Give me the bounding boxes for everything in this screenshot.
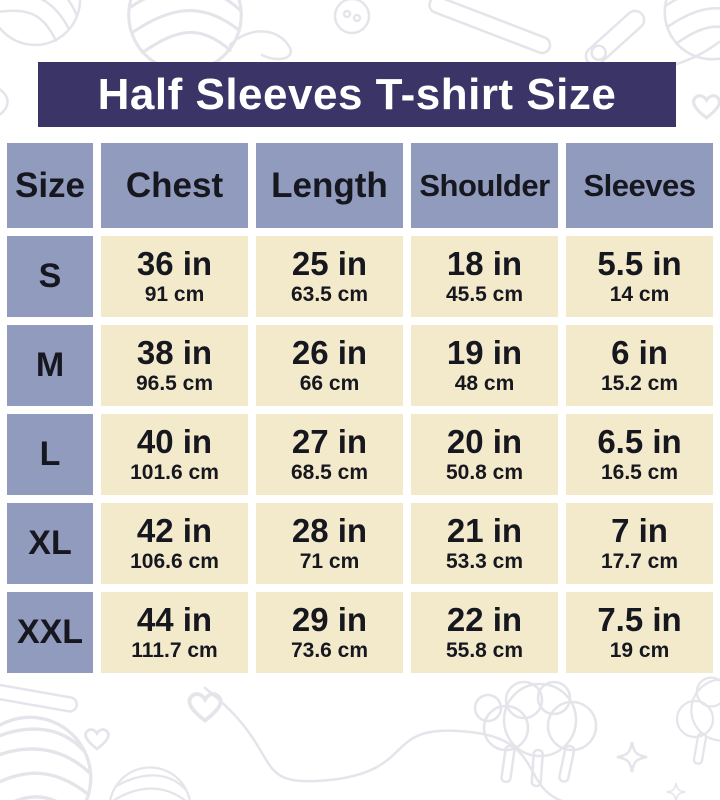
value-inches: 20 in xyxy=(446,423,523,461)
measurement-cell: 44 in 111.7 cm xyxy=(101,592,248,673)
measurement-cell: 26 in 66 cm xyxy=(256,325,403,406)
value-inches: 7 in xyxy=(611,512,668,550)
value-inches: 42 in xyxy=(136,512,213,550)
knitting-needle-icon xyxy=(428,0,552,55)
value-cm: 19 cm xyxy=(609,638,670,662)
measurement-cell: 42 in 106.6 cm xyxy=(101,503,248,584)
value-inches: 40 in xyxy=(136,423,213,461)
value-cm: 45.5 cm xyxy=(445,282,524,306)
measurement-cell: 22 in 55.8 cm xyxy=(411,592,558,673)
yarn-ball-icon xyxy=(127,0,243,73)
value-cm: 14 cm xyxy=(609,282,670,306)
row-label-l: L xyxy=(7,414,93,495)
value-cm: 101.6 cm xyxy=(130,460,219,484)
value-cm: 91 cm xyxy=(144,282,205,306)
heart-icon xyxy=(691,94,720,120)
value-inches: 19 in xyxy=(446,334,523,372)
button-icon xyxy=(333,0,371,35)
measurement-cell: 7 in 17.7 cm xyxy=(566,503,713,584)
measurement-cell: 36 in 91 cm xyxy=(101,236,248,317)
sheep-icon xyxy=(675,676,720,765)
measurement-cell: 21 in 53.3 cm xyxy=(411,503,558,584)
yarn-ball-icon xyxy=(108,766,192,800)
value-cm: 106.6 cm xyxy=(130,549,219,573)
value-inches: 44 in xyxy=(136,601,213,639)
safety-pin-icon xyxy=(584,9,646,67)
row-label-s: S xyxy=(7,236,93,317)
value-cm: 66 cm xyxy=(299,371,360,395)
value-cm: 55.8 cm xyxy=(445,638,524,662)
column-header-size: Size xyxy=(7,143,93,228)
value-inches: 6.5 in xyxy=(597,423,682,461)
value-inches: 38 in xyxy=(136,334,213,372)
sparkle-icon xyxy=(666,782,686,800)
measurement-cell: 5.5 in 14 cm xyxy=(566,236,713,317)
column-header-shoulder: Shoulder xyxy=(411,143,558,228)
value-cm: 17.7 cm xyxy=(600,549,679,573)
measurement-cell: 28 in 71 cm xyxy=(256,503,403,584)
measurement-cell: 7.5 in 19 cm xyxy=(566,592,713,673)
measurement-cell: 18 in 45.5 cm xyxy=(411,236,558,317)
value-inches: 36 in xyxy=(136,245,213,283)
size-table: Size Chest Length Shoulder Sleeves S 36 … xyxy=(7,143,713,673)
column-header-chest: Chest xyxy=(101,143,248,228)
value-inches: 7.5 in xyxy=(597,601,682,639)
measurement-cell: 27 in 68.5 cm xyxy=(256,414,403,495)
measurement-cell: 40 in 101.6 cm xyxy=(101,414,248,495)
value-cm: 96.5 cm xyxy=(135,371,214,395)
value-cm: 68.5 cm xyxy=(290,460,369,484)
page-title: Half Sleeves T-shirt Size xyxy=(97,69,617,119)
value-cm: 63.5 cm xyxy=(290,282,369,306)
value-cm: 50.8 cm xyxy=(445,460,524,484)
value-inches: 25 in xyxy=(291,245,368,283)
value-inches: 21 in xyxy=(446,512,523,550)
sparkle-icon xyxy=(615,740,649,774)
measurement-cell: 20 in 50.8 cm xyxy=(411,414,558,495)
value-inches: 29 in xyxy=(291,601,368,639)
measurement-cell: 19 in 48 cm xyxy=(411,325,558,406)
value-inches: 22 in xyxy=(446,601,523,639)
sheep-icon xyxy=(473,680,598,788)
value-inches: 27 in xyxy=(291,423,368,461)
measurement-cell: 25 in 63.5 cm xyxy=(256,236,403,317)
measurement-cell: 38 in 96.5 cm xyxy=(101,325,248,406)
value-cm: 73.6 cm xyxy=(290,638,369,662)
column-header-sleeves: Sleeves xyxy=(566,143,713,228)
value-cm: 48 cm xyxy=(454,371,515,395)
yarn-ball-icon xyxy=(0,0,97,62)
value-inches: 18 in xyxy=(446,245,523,283)
yarn-thread-icon xyxy=(228,30,292,61)
value-cm: 111.7 cm xyxy=(131,638,218,662)
knitting-needle-icon xyxy=(0,682,78,713)
column-header-length: Length xyxy=(256,143,403,228)
value-cm: 15.2 cm xyxy=(600,371,679,395)
yarn-thread-icon xyxy=(203,686,564,800)
row-label-xxl: XXL xyxy=(7,592,93,673)
measurement-cell: 6.5 in 16.5 cm xyxy=(566,414,713,495)
heart-icon xyxy=(84,728,110,751)
measurement-cell: 29 in 73.6 cm xyxy=(256,592,403,673)
value-inches: 26 in xyxy=(291,334,368,372)
title-bar: Half Sleeves T-shirt Size xyxy=(38,62,676,127)
value-cm: 53.3 cm xyxy=(445,549,524,573)
value-cm: 16.5 cm xyxy=(600,460,679,484)
row-label-xl: XL xyxy=(7,503,93,584)
measurement-cell: 6 in 15.2 cm xyxy=(566,325,713,406)
value-inches: 28 in xyxy=(291,512,368,550)
yarn-thread-icon xyxy=(0,88,9,116)
value-cm: 71 cm xyxy=(299,549,360,573)
value-inches: 5.5 in xyxy=(597,245,682,283)
yarn-ball-icon xyxy=(0,715,93,800)
row-label-m: M xyxy=(7,325,93,406)
yarn-ball-icon xyxy=(663,0,720,61)
value-inches: 6 in xyxy=(611,334,668,372)
